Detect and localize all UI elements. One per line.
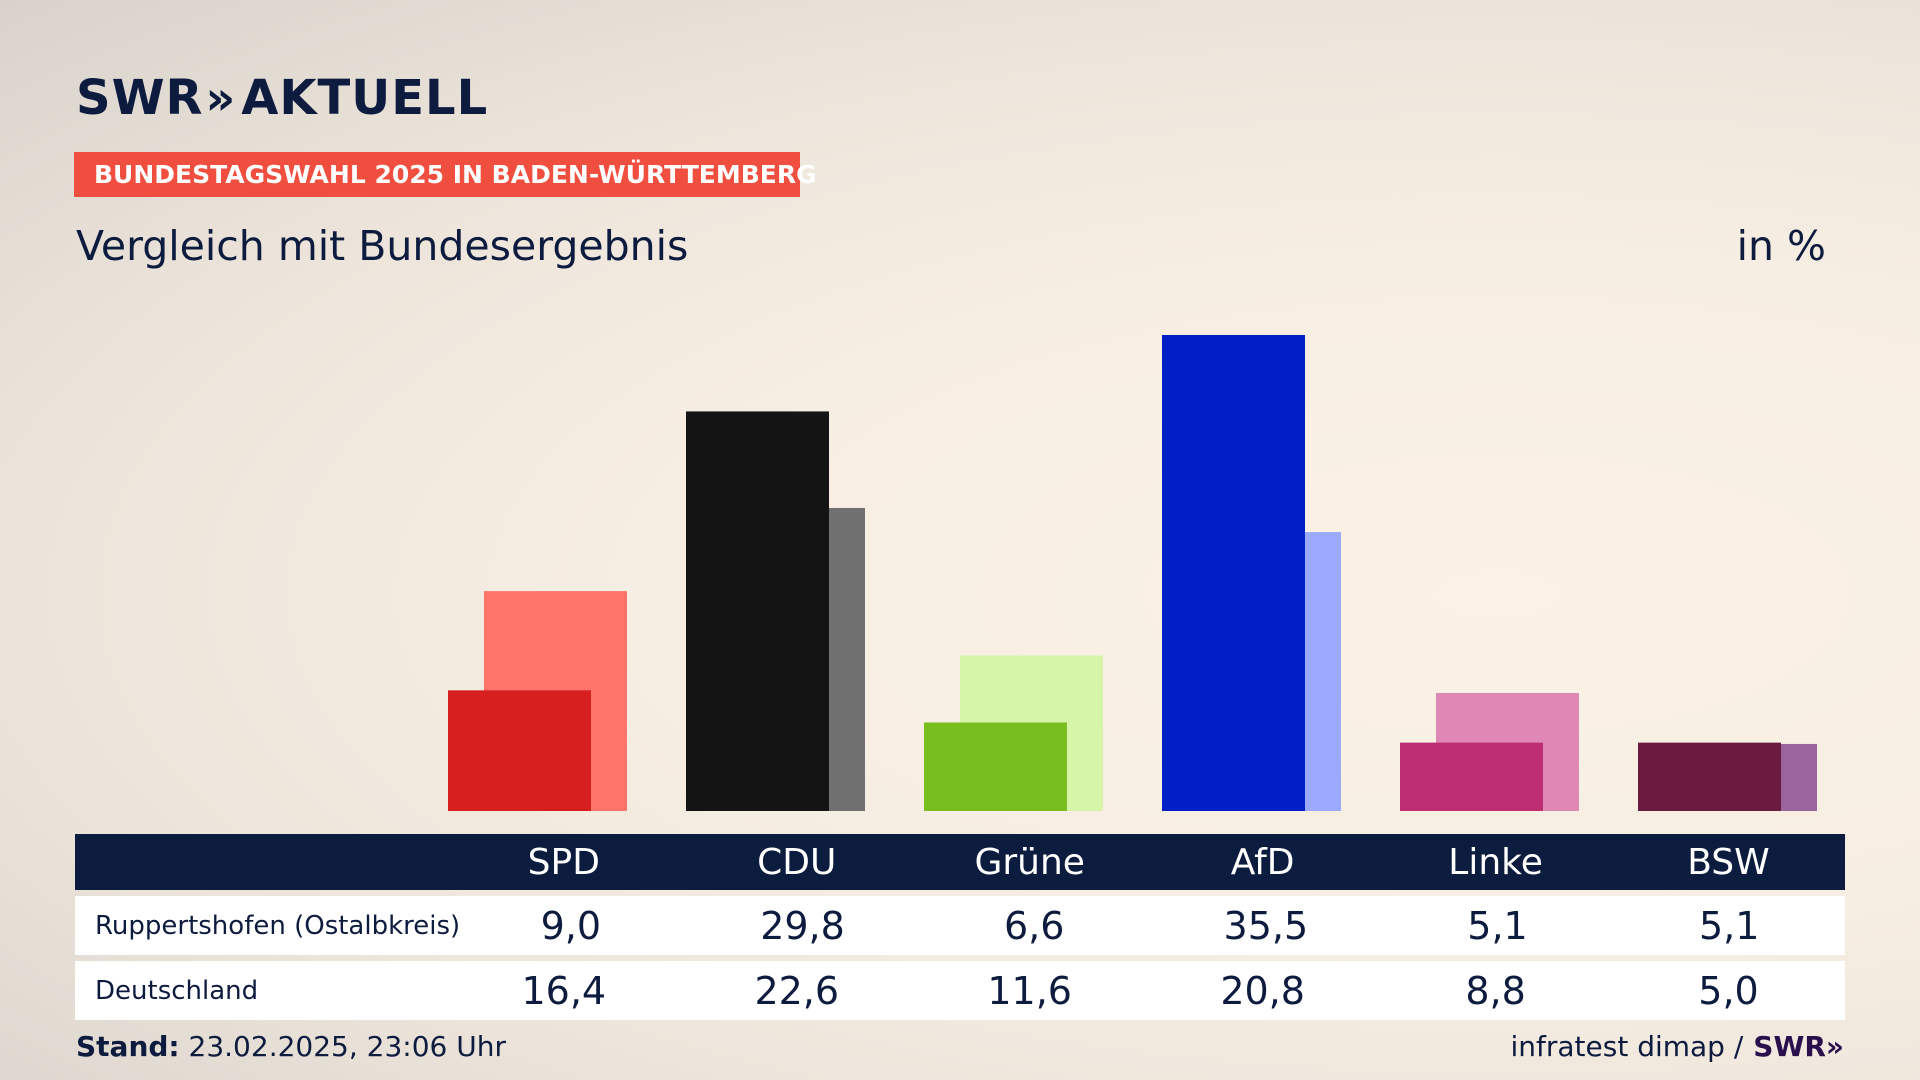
stand-value: 23.02.2025, 23:06 Uhr	[188, 1030, 506, 1063]
national-value-gruene: 11,6	[987, 968, 1072, 1013]
logo-swr-text: SWR	[76, 70, 204, 126]
swr-mini-logo: SWR»	[1753, 1030, 1844, 1063]
bar-chart	[448, 335, 1817, 811]
swr-aktuell-logo: SWR » AKTUELL	[76, 70, 488, 126]
source-text: infratest dimap /	[1510, 1030, 1744, 1063]
bar-local-gruene	[924, 722, 1067, 811]
row-label-national: Deutschland	[95, 975, 259, 1006]
table-row-local: Ruppertshofen (Ostalbkreis) 9,0 29,8 6,6…	[75, 896, 1845, 955]
local-value-afd: 35,5	[1223, 903, 1309, 948]
table-row-national: Deutschland 16,4 22,6 11,6 20,8 8,8 5,0	[75, 961, 1845, 1020]
local-value-gruene: 6,6	[1003, 903, 1065, 948]
national-value-afd: 20,8	[1220, 968, 1305, 1013]
election-kicker: BUNDESTAGSWAHL 2025 IN BADEN-WÜRTTEMBERG	[74, 152, 817, 197]
local-value-bsw: 5,1	[1698, 903, 1760, 948]
row-label-local: Ruppertshofen (Ostalbkreis)	[95, 910, 461, 941]
party-header-afd: AfD	[1230, 841, 1295, 883]
local-value-linke: 5,1	[1467, 903, 1528, 948]
party-header-cdu: CDU	[757, 841, 837, 883]
national-value-linke: 8,8	[1465, 968, 1526, 1013]
logo-aktuell-text: AKTUELL	[241, 70, 489, 126]
unit-label: in %	[1736, 222, 1826, 270]
source-credit: infratest dimap / SWR»	[1510, 1030, 1844, 1063]
bar-local-spd	[448, 690, 591, 811]
table-header-row: SPD CDU Grüne AfD Linke BSW	[75, 834, 1845, 890]
local-value-spd: 9,0	[540, 903, 602, 948]
bar-local-cdu	[686, 411, 829, 811]
chart-subtitle: Vergleich mit Bundesergebnis	[76, 222, 689, 270]
national-value-cdu: 22,6	[754, 968, 840, 1013]
party-header-linke: Linke	[1448, 841, 1543, 883]
national-value-bsw: 5,0	[1698, 968, 1759, 1013]
bar-local-afd	[1162, 335, 1305, 811]
party-header-spd: SPD	[527, 841, 600, 883]
party-header-bsw: BSW	[1687, 841, 1770, 883]
results-table: SPD CDU Grüne AfD Linke BSW Ruppertshofe…	[75, 834, 1845, 1020]
national-value-spd: 16,4	[521, 968, 607, 1013]
bar-local-bsw	[1638, 742, 1781, 811]
party-header-gruene: Grüne	[974, 841, 1085, 883]
stand-label: Stand:	[76, 1030, 180, 1063]
timestamp: Stand: 23.02.2025, 23:06 Uhr	[76, 1030, 506, 1063]
local-value-cdu: 29,8	[760, 903, 845, 948]
bar-local-linke	[1400, 742, 1543, 811]
